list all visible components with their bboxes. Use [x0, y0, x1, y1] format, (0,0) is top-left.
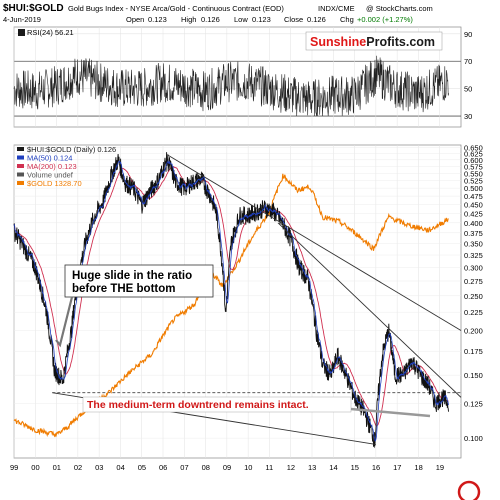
svg-text:Chg: Chg — [340, 15, 354, 24]
svg-text:0.123: 0.123 — [252, 15, 271, 24]
y-tick-label: 0.325 — [464, 251, 483, 260]
y-tick-label: 0.350 — [464, 240, 483, 249]
rsi-tick-label: 30 — [464, 112, 472, 121]
y-tick-label: 0.525 — [464, 177, 483, 186]
svg-text:0.123: 0.123 — [148, 15, 167, 24]
rsi-label: RSI(24) 56.21 — [27, 28, 74, 37]
y-tick-label: 0.200 — [464, 326, 483, 335]
x-tick-label: 10 — [244, 463, 252, 472]
x-tick-label: 15 — [351, 463, 359, 472]
x-tick-label: 06 — [159, 463, 167, 472]
y-tick-label: 0.625 — [464, 149, 483, 158]
legend-entry: MA(200) 0.123 — [27, 162, 77, 171]
x-tick-label: 16 — [372, 463, 380, 472]
trendline — [277, 222, 462, 398]
x-tick-label: 13 — [308, 463, 316, 472]
ohlc-readout: Open 0.123 High 0.126 Low 0.123 Close 0.126 … — [126, 15, 413, 24]
x-tick-label: 07 — [180, 463, 188, 472]
y-tick-label: 0.225 — [464, 308, 483, 317]
svg-text:Close: Close — [284, 15, 303, 24]
chart-name: Gold Bugs Index - NYSE Arca/Gold - Conti… — [68, 4, 284, 13]
hui-gold-ratio-line — [13, 152, 449, 449]
y-tick-label: 0.550 — [464, 169, 483, 178]
y-tick-label: 0.500 — [464, 184, 483, 193]
legend-entry: $GOLD 1328.70 — [27, 179, 82, 188]
y-tick-label: 0.100 — [464, 434, 483, 443]
y-tick-label: 0.650 — [464, 143, 483, 152]
y-tick-label: 0.150 — [464, 371, 483, 380]
x-tick-label: 00 — [31, 463, 39, 472]
main-panel: 0.6500.6250.6000.5750.5500.5250.5000.475… — [10, 143, 483, 472]
svg-text:Low: Low — [234, 15, 248, 24]
sunshine-profits-logo: SunshineProfits.com — [305, 31, 443, 51]
svg-text:Huge slide in the ratio: Huge slide in the ratio — [72, 270, 192, 282]
ma50-line — [13, 160, 449, 442]
y-tick-label: 0.400 — [464, 219, 483, 228]
chart-date: 4-Jun-2019 — [3, 15, 41, 24]
x-tick-label: 01 — [53, 463, 61, 472]
slide-annotation: Huge slide in the ratio before THE botto… — [55, 264, 214, 348]
y-tick-label: 0.425 — [464, 209, 483, 218]
downtrend-annotation: The medium-term downtrend remains intact… — [82, 396, 431, 418]
x-tick-label: 17 — [393, 463, 401, 472]
y-tick-label: 0.575 — [464, 162, 483, 171]
x-tick-label: 12 — [287, 463, 295, 472]
svg-text:+0.002 (+1.27%): +0.002 (+1.27%) — [357, 15, 413, 24]
x-tick-label: 03 — [95, 463, 103, 472]
x-tick-label: 99 — [10, 463, 18, 472]
y-tick-label: 0.250 — [464, 292, 483, 301]
highlight-circle — [457, 480, 481, 500]
y-tick-label: 0.600 — [464, 156, 483, 165]
legend-entry: $HUI:$GOLD (Daily) 0.126 — [27, 145, 116, 154]
x-tick-label: 05 — [138, 463, 146, 472]
x-tick-label: 11 — [265, 463, 273, 472]
svg-text:SunshineProfits.com: SunshineProfits.com — [310, 35, 435, 49]
y-tick-label: 0.125 — [464, 399, 483, 408]
trendline — [167, 154, 462, 331]
x-tick-label: 14 — [329, 463, 337, 472]
svg-text:The medium-term downtrend rema: The medium-term downtrend remains intact… — [87, 399, 309, 411]
svg-text:High: High — [181, 15, 196, 24]
y-tick-label: 0.450 — [464, 200, 483, 209]
x-tick-label: 19 — [436, 463, 444, 472]
chart-exchange: INDX/CME — [318, 4, 355, 13]
y-tick-label: 0.300 — [464, 263, 483, 272]
x-tick-label: 18 — [414, 463, 422, 472]
rsi-tick-label: 50 — [464, 85, 472, 94]
x-tick-label: 04 — [116, 463, 124, 472]
x-tick-label: 09 — [223, 463, 231, 472]
chart-symbol: $HUI:$GOLD — [3, 3, 64, 14]
rsi-tick-label: 70 — [464, 57, 472, 66]
chart-credit: @ StockCharts.com — [366, 4, 433, 13]
legend-entry: MA(50) 0.124 — [27, 154, 72, 163]
rsi-tick-label: 90 — [464, 30, 472, 39]
svg-text:Open: Open — [126, 15, 144, 24]
x-tick-label: 08 — [202, 463, 210, 472]
svg-text:0.126: 0.126 — [201, 15, 220, 24]
svg-text:0.126: 0.126 — [307, 15, 326, 24]
y-tick-label: 0.375 — [464, 229, 483, 238]
svg-text:before THE bottom: before THE bottom — [72, 283, 176, 295]
rsi-line — [13, 55, 449, 117]
y-tick-label: 0.475 — [464, 192, 483, 201]
x-tick-label: 02 — [74, 463, 82, 472]
y-tick-label: 0.175 — [464, 347, 483, 356]
y-tick-label: 0.275 — [464, 277, 483, 286]
legend-entry: Volume undef — [27, 171, 74, 180]
